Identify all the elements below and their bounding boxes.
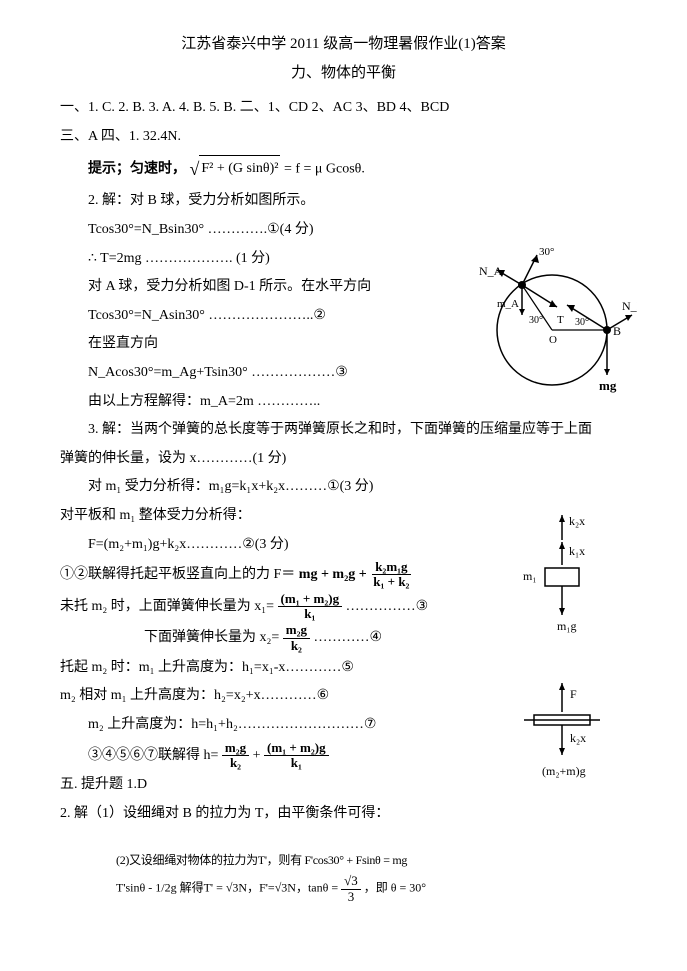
svg-text:k₂x: k₂x xyxy=(570,731,586,745)
q3-eq1: 对 m₁ 受力分析得：m₁g=k₁x+k₂x………①(3 分) xyxy=(60,474,627,501)
answers-section-3: 三、A 四、1. 32.4N. xyxy=(60,124,627,151)
q3-h1: 托起 m₂ 时：m₁ 上升高度为：h₁=x₁-x…………⑤ xyxy=(60,655,627,682)
svg-text:(m₂+m)g: (m₂+m)g xyxy=(542,764,586,778)
svg-text:30°: 30° xyxy=(529,315,543,326)
svg-text:B: B xyxy=(613,324,621,338)
q2-eq1: Tcos30°=N_Bsin30° ………….①(4 分) xyxy=(60,217,627,244)
svg-text:m₁g: m₁g xyxy=(557,619,577,633)
svg-text:30°: 30° xyxy=(575,317,589,328)
svg-text:N_A: N_A xyxy=(479,264,503,278)
frac-k2m1g: k₂m₁g k₁ + k₂ xyxy=(370,560,412,590)
m1-force-diagram: k₂x k₁x m₁ m₁g xyxy=(517,510,597,640)
hint-prefix: 提示；匀速时， xyxy=(88,162,186,177)
svg-text:O: O xyxy=(549,334,557,346)
q5-over1: (2)又设细绳对物体的拉力为T'，则有 F'cos30° + Fsinθ = m… xyxy=(60,849,627,872)
svg-text:mg: mg xyxy=(599,378,617,393)
q5-2: 2. 解（1）设细绳对 B 的拉力为 T，由平衡条件可得： xyxy=(60,801,627,828)
svg-text:k₁x: k₁x xyxy=(569,544,585,558)
svg-text:T: T xyxy=(557,314,564,326)
plate-force-diagram: F k₂x (m₂+m)g xyxy=(512,680,612,790)
answers-section-1: 一、1. C. 2. B. 3. A. 4. B. 5. B. 二、1、CD 2… xyxy=(60,95,627,122)
q5-over2: T'sinθ - 1/2g 解得T' = √3N，F'=√3N，tanθ = √… xyxy=(60,874,627,904)
sqrt-expr: √F² + (G sinθ)² xyxy=(190,152,281,186)
hint-line: 提示；匀速时， √F² + (G sinθ)² = f = μ Gcosθ. xyxy=(60,152,627,186)
q2-intro: 2. 解：对 B 球，受力分析如图所示。 xyxy=(60,188,627,215)
hint-suffix: = f = μ Gcosθ. xyxy=(284,162,365,177)
svg-text:k₂x: k₂x xyxy=(569,514,585,528)
frac-x1: (m₁ + m₂)g k₁ xyxy=(278,592,343,622)
q3-intro: 3. 解：当两个弹簧的总长度等于两弹簧原长之和时，下面弹簧的压缩量应等于上面 xyxy=(60,417,627,444)
frac-final2: (m₁ + m₂)g k₁ xyxy=(264,741,329,771)
frac-final1: m₂g k₂ xyxy=(222,741,249,771)
force-diagram-circle: 30° N_A N_B' m_A T 30° 30° B O mg xyxy=(467,245,637,405)
doc-subtitle: 力、物体的平衡 xyxy=(60,59,627,88)
q3-setx: 弹簧的伸长量，设为 x…………(1 分) xyxy=(60,446,627,473)
svg-text:30°: 30° xyxy=(539,246,554,258)
doc-title: 江苏省泰兴中学 2011 级高一物理暑假作业(1)答案 xyxy=(60,30,627,59)
svg-text:N_B': N_B' xyxy=(622,299,637,313)
svg-text:m₁: m₁ xyxy=(523,569,537,583)
frac-theta: √3 3 xyxy=(341,874,361,904)
svg-text:m_A: m_A xyxy=(497,298,519,310)
frac-x2: m₂g k₂ xyxy=(283,623,310,653)
svg-text:F: F xyxy=(570,687,577,701)
